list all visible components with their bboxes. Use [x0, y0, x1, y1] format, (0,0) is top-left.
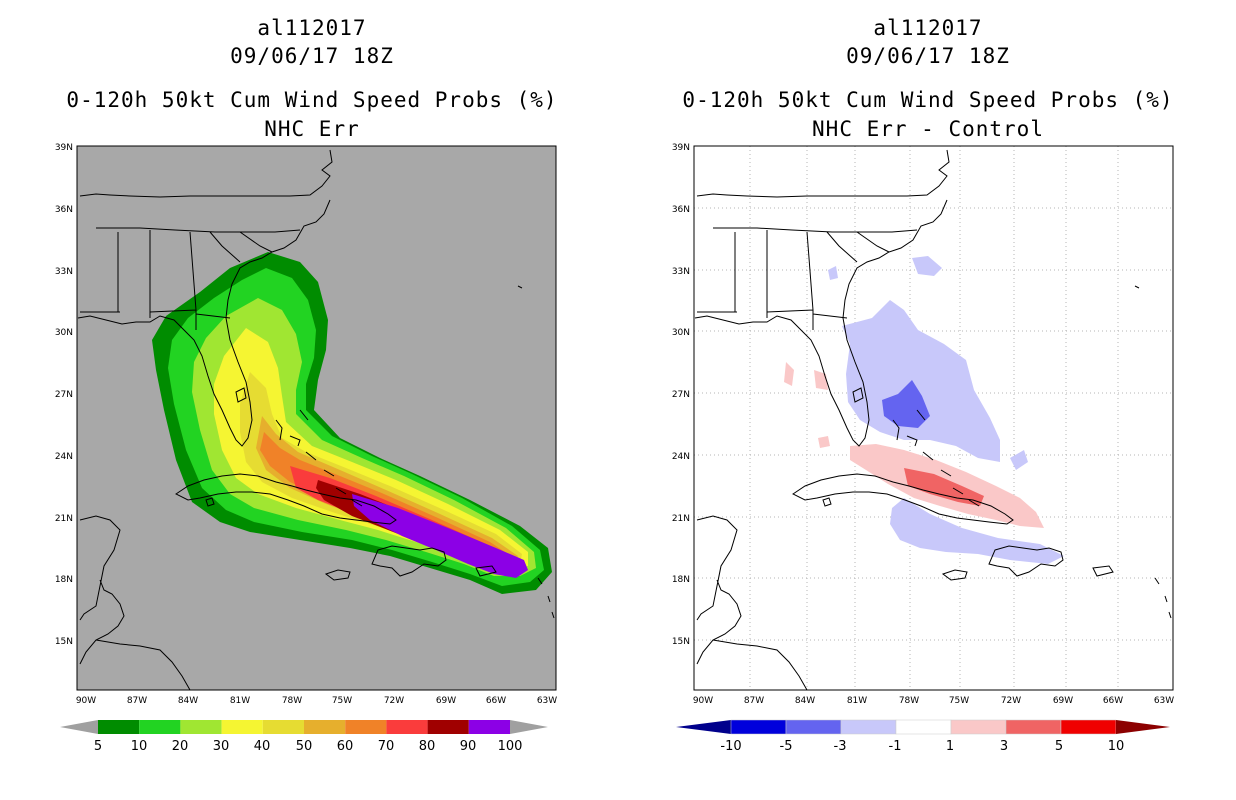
colorbar-swatch	[730, 719, 787, 735]
lon-label: 84W	[795, 696, 815, 706]
lon-label: 81W	[847, 696, 867, 706]
lon-label: 90W	[76, 696, 96, 706]
lon-label: 87W	[744, 696, 764, 706]
lon-label: 66W	[486, 696, 506, 706]
colorbar-label: 30	[213, 739, 230, 754]
lat-label: 15N	[55, 637, 73, 647]
colorbar-swatch	[386, 720, 428, 734]
colorbar-swatch	[139, 720, 181, 734]
lon-label: 81W	[230, 696, 250, 706]
colorbar-low-arrow	[676, 720, 731, 734]
colorbar-swatch	[895, 719, 952, 735]
colorbar-label: 70	[378, 739, 395, 754]
right-storm-id: al112017	[873, 16, 983, 40]
right-subtitle: NHC Err - Control	[812, 117, 1044, 141]
colorbar-swatch	[345, 720, 387, 734]
colorbar-label: -5	[780, 739, 793, 754]
colorbar-swatch	[221, 720, 263, 734]
colorbar-label: -1	[889, 739, 902, 754]
left-map-frame	[76, 145, 557, 691]
colorbar-swatch	[98, 720, 140, 734]
lat-label: 39N	[672, 143, 690, 153]
colorbar-label: -3	[834, 739, 847, 754]
left-storm-id: al112017	[257, 16, 367, 40]
lat-label: 21N	[672, 514, 690, 524]
right-map	[693, 145, 1174, 691]
lon-label: 63W	[537, 696, 557, 706]
colorbar-swatch	[180, 720, 222, 734]
colorbar-high-arrow	[510, 720, 548, 734]
left-datetime: 09/06/17 18Z	[230, 44, 394, 68]
difference-colorbar: -10 -5 -3 -1 1 3 5 10	[676, 719, 1170, 754]
lon-label: 63W	[1154, 696, 1174, 706]
colorbar-label: 5	[94, 739, 102, 754]
lat-label: 27N	[672, 390, 690, 400]
lat-label: 24N	[55, 452, 73, 462]
lat-label: 39N	[55, 143, 73, 153]
lat-label: 33N	[55, 267, 73, 277]
lat-label: 30N	[55, 328, 73, 338]
colorbar-label: 10	[1108, 739, 1125, 754]
lat-label: 27N	[55, 390, 73, 400]
colorbar-label: -10	[720, 739, 741, 754]
lon-label: 72W	[384, 696, 404, 706]
lon-label: 84W	[178, 696, 198, 706]
colorbar-label: 90	[460, 739, 477, 754]
lon-label: 75W	[332, 696, 352, 706]
lat-label: 30N	[672, 328, 690, 338]
left-lat-labels: 39N 36N 33N 30N 27N 24N 21N 18N 15N	[55, 143, 73, 647]
colorbar-label: 10	[131, 739, 148, 754]
left-lon-labels: 90W 87W 84W 81W 78W 75W 72W 69W 66W 63W	[76, 696, 557, 706]
colorbar-label: 40	[254, 739, 271, 754]
lon-label: 90W	[693, 696, 713, 706]
colorbar-label: 60	[337, 739, 354, 754]
colorbar-label: 100	[498, 739, 523, 754]
left-subtitle: NHC Err	[264, 117, 360, 141]
lon-label: 78W	[282, 696, 302, 706]
colorbar-swatch	[304, 720, 346, 734]
colorbar-label: 3	[1000, 739, 1008, 754]
lon-label: 78W	[899, 696, 919, 706]
lat-label: 21N	[55, 514, 73, 524]
colorbar-swatch	[785, 719, 842, 735]
lon-label: 69W	[436, 696, 456, 706]
colorbar-swatch	[427, 720, 469, 734]
colorbar-swatch	[840, 719, 897, 735]
probability-swath	[77, 149, 555, 690]
colorbar-label: 50	[296, 739, 313, 754]
left-map	[76, 145, 557, 691]
lon-label: 75W	[949, 696, 969, 706]
colorbar-label: 1	[946, 739, 954, 754]
right-product-title: 0-120h 50kt Cum Wind Speed Probs (%)	[682, 88, 1174, 112]
lon-label: 87W	[127, 696, 147, 706]
colorbar-label: 80	[419, 739, 436, 754]
right-lon-labels: 90W 87W 84W 81W 78W 75W 72W 69W 66W 63W	[693, 696, 1174, 706]
lon-label: 72W	[1001, 696, 1021, 706]
lat-label: 24N	[672, 452, 690, 462]
colorbar-low-arrow	[60, 720, 98, 734]
colorbar-high-arrow	[1116, 720, 1170, 734]
lat-label: 36N	[55, 205, 73, 215]
colorbar-swatch	[950, 719, 1007, 735]
lat-label: 36N	[672, 205, 690, 215]
lat-label: 18N	[672, 575, 690, 585]
lat-label: 15N	[672, 637, 690, 647]
lat-label: 18N	[55, 575, 73, 585]
left-product-title: 0-120h 50kt Cum Wind Speed Probs (%)	[66, 88, 558, 112]
right-lat-labels: 39N 36N 33N 30N 27N 24N 21N 18N 15N	[672, 143, 690, 647]
right-map-frame	[693, 145, 1174, 691]
colorbar-label: 20	[172, 739, 189, 754]
colorbar-swatch	[262, 720, 304, 734]
lon-label: 66W	[1103, 696, 1123, 706]
colorbar-swatch	[1060, 719, 1117, 735]
probability-colorbar: 5 10 20 30 40 50 60 70 80 90 100	[60, 720, 548, 754]
lon-label: 69W	[1053, 696, 1073, 706]
lat-label: 33N	[672, 267, 690, 277]
colorbar-label: 5	[1055, 739, 1063, 754]
colorbar-swatch	[1005, 719, 1062, 735]
right-datetime: 09/06/17 18Z	[846, 44, 1010, 68]
colorbar-swatch	[468, 720, 510, 734]
